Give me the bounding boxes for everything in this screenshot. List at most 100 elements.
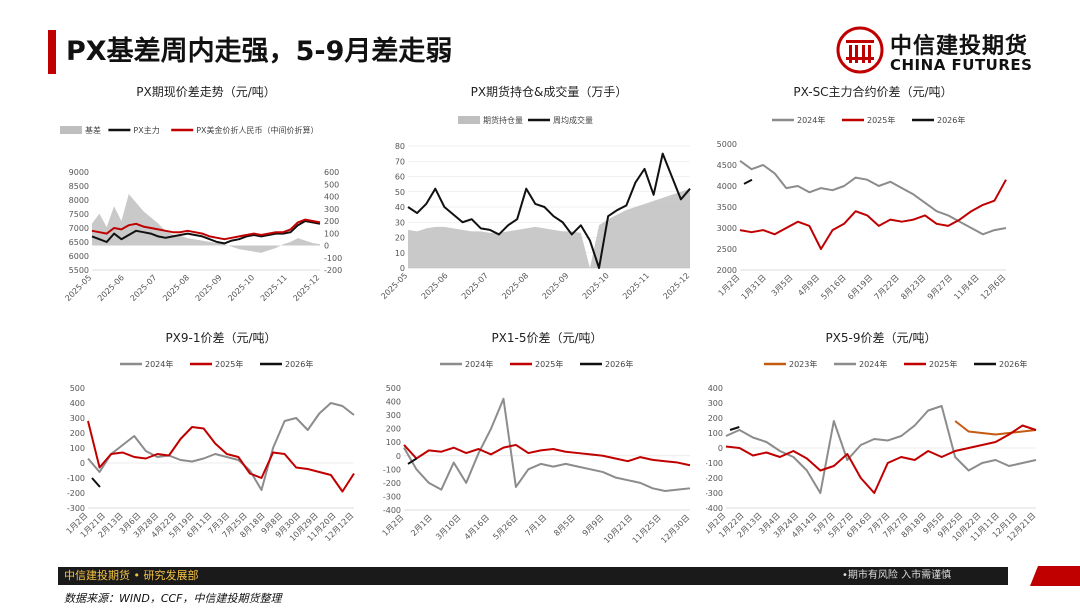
series-line	[739, 179, 1007, 250]
y-tick-label: 4000	[717, 182, 737, 191]
y-tick-label: 500	[70, 384, 85, 393]
series-line	[725, 405, 1037, 494]
y-tick-label: 0	[400, 264, 405, 273]
legend-label: 基差	[85, 125, 101, 135]
x-tick-label: 2025-09	[541, 271, 571, 301]
x-tick-label: 4月16日	[463, 513, 491, 541]
y-tick-label: 10	[395, 249, 405, 258]
title-accent-bar	[48, 30, 56, 74]
chart-svg: PX期货持仓&成交量（万手） 期货持仓量 周均成交量 0 10 20 30 40 50 60 70 8…	[379, 84, 691, 301]
series-area	[92, 194, 320, 253]
x-tick-label: 2025-10	[581, 271, 611, 301]
legend-swatch	[60, 126, 82, 134]
series-line	[743, 178, 753, 185]
legend-label: 2026年	[605, 359, 633, 369]
y-tick-label: 0	[718, 444, 723, 453]
x-tick-label: 2025-09	[194, 273, 224, 303]
y-tick-label: 70	[395, 157, 405, 166]
company-logo: 中信建投期货 CHINA FUTURES	[836, 26, 1050, 78]
y-tick-label: 7500	[69, 210, 89, 219]
series-line	[729, 426, 740, 431]
y-right-tick-label: 500	[324, 180, 339, 189]
y-tick-label: 5500	[69, 266, 89, 275]
chart-title: PX9-1价差（元/吨）	[165, 331, 276, 345]
x-tick-label: 12月6日	[979, 273, 1007, 301]
series-line	[403, 443, 691, 467]
legend-label: 2025年	[867, 115, 895, 125]
page-title: PX基差周内走强，5-9月差走弱	[66, 36, 453, 67]
legend-label: 2026年	[999, 359, 1027, 369]
x-tick-label: 5月16日	[819, 273, 847, 301]
chart-px-sc-spread: PX-SC主力合约价差（元/吨） 2024年 2025年 2026年 2000 2500 3…	[706, 80, 1030, 315]
y-tick-label: 2500	[717, 245, 737, 254]
chart-svg: PX-SC主力合约价差（元/吨） 2024年 2025年 2026年 2000 2500 3…	[717, 84, 1008, 302]
legend-label: PX美金价折人民币（中间价折算）	[196, 125, 318, 135]
y-tick-label: 20	[395, 234, 405, 243]
x-tick-label: 1月31日	[740, 273, 768, 301]
y-tick-label: 200	[70, 429, 85, 438]
y-right-tick-label: 300	[324, 205, 339, 214]
chart-title: PX-SC主力合约价差（元/吨）	[793, 84, 952, 99]
series-line	[403, 397, 691, 493]
series-line	[725, 424, 1037, 494]
y-tick-label: -300	[706, 489, 723, 498]
y-tick-label: 0	[396, 452, 401, 461]
chart-px1-5-spread: PX1-5价差（元/吨） 2024年 2025年 2026年 -400 -300 -200 -…	[378, 326, 698, 562]
series-line	[91, 477, 101, 488]
series-line	[407, 152, 691, 269]
y-tick-label: 400	[70, 399, 85, 408]
x-tick-label: 2025-05	[63, 273, 93, 303]
y-tick-label: 500	[386, 384, 401, 393]
x-tick-label: 2025-06	[420, 271, 450, 301]
y-tick-label: -400	[706, 504, 723, 513]
y-tick-label: 5000	[717, 140, 737, 149]
legend-label: 2024年	[465, 359, 493, 369]
x-tick-label: 9月27日	[926, 273, 954, 301]
x-tick-label: 12月30日	[659, 513, 691, 545]
y-right-tick-label: -200	[324, 266, 342, 275]
logo-text-cn: 中信建投期货	[890, 34, 1029, 59]
x-tick-label: 1月2日	[381, 513, 406, 538]
x-tick-label: 4月9日	[796, 273, 821, 298]
x-tick-label: 10月21日	[602, 513, 634, 545]
y-right-tick-label: 100	[324, 229, 339, 238]
y-tick-label: 40	[395, 203, 405, 212]
chart-title: PX1-5价差（元/吨）	[491, 331, 602, 345]
x-tick-label: 2025-07	[460, 271, 490, 301]
chart-svg: PX1-5价差（元/吨） 2024年 2025年 2026年 -400 -300 -200 -…	[381, 331, 692, 545]
x-tick-label: 8月5日	[552, 513, 577, 538]
x-tick-label: 3月10日	[434, 513, 462, 541]
legend-label: 2024年	[145, 359, 173, 369]
x-tick-label: 5月26日	[491, 513, 519, 541]
legend-label: PX主力	[133, 125, 159, 135]
chart-holdings: PX期货持仓&成交量（万手） 期货持仓量 周均成交量 0 10 20 30 40 50 60 70 8…	[378, 80, 698, 315]
x-tick-label: 1月2日	[717, 273, 742, 298]
y-tick-label: 100	[386, 438, 401, 447]
series-line	[954, 420, 1037, 436]
y-right-tick-label: 0	[324, 242, 329, 251]
chart-svg: PX9-1价差（元/吨） 2024年 2025年 2026年 -300 -200 -100 0…	[65, 331, 356, 543]
chart-title: PX期货持仓&成交量（万手）	[471, 84, 628, 99]
y-tick-label: 9000	[69, 168, 89, 177]
x-tick-label: 2025-07	[129, 273, 159, 303]
y-tick-label: 4500	[717, 161, 737, 170]
y-tick-label: -100	[706, 459, 723, 468]
y-tick-label: 6000	[69, 252, 89, 261]
y-tick-label: 30	[395, 218, 405, 227]
logo-text-en: CHINA FUTURES	[890, 56, 1033, 74]
y-tick-label: -400	[383, 506, 401, 515]
legend-label: 周均成交量	[553, 115, 593, 125]
footer-department: 中信建投期货 • 研究发展部	[64, 569, 199, 582]
y-tick-label: 100	[708, 429, 723, 438]
x-tick-label: 2025-11	[621, 271, 651, 301]
series-line	[87, 420, 355, 493]
legend-label: 期货持仓量	[483, 115, 523, 125]
y-tick-label: 8500	[69, 182, 89, 191]
chart-px9-1-spread: PX9-1价差（元/吨） 2024年 2025年 2026年 -300 -200 -100 0…	[58, 326, 358, 562]
chart-title: PX期现价差走势（元/吨）	[136, 85, 276, 99]
y-tick-label: 400	[386, 398, 401, 407]
chart-px5-9-spread: PX5-9价差（元/吨） 2023年 2024年 2025年 2026年 -400 -300…	[706, 326, 1040, 562]
series-area	[408, 188, 690, 268]
x-tick-label: 2025-08	[500, 271, 530, 301]
y-tick-label: 2000	[717, 266, 737, 275]
